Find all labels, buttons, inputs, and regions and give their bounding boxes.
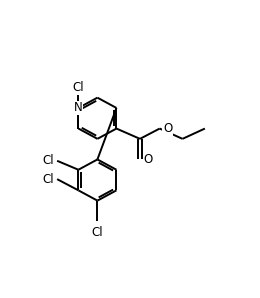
Text: Cl: Cl (42, 173, 54, 186)
Text: Cl: Cl (92, 226, 103, 239)
Text: N: N (74, 101, 83, 114)
Text: O: O (163, 122, 172, 135)
Text: O: O (143, 153, 153, 166)
Text: Cl: Cl (73, 81, 84, 94)
Text: Cl: Cl (42, 154, 54, 167)
